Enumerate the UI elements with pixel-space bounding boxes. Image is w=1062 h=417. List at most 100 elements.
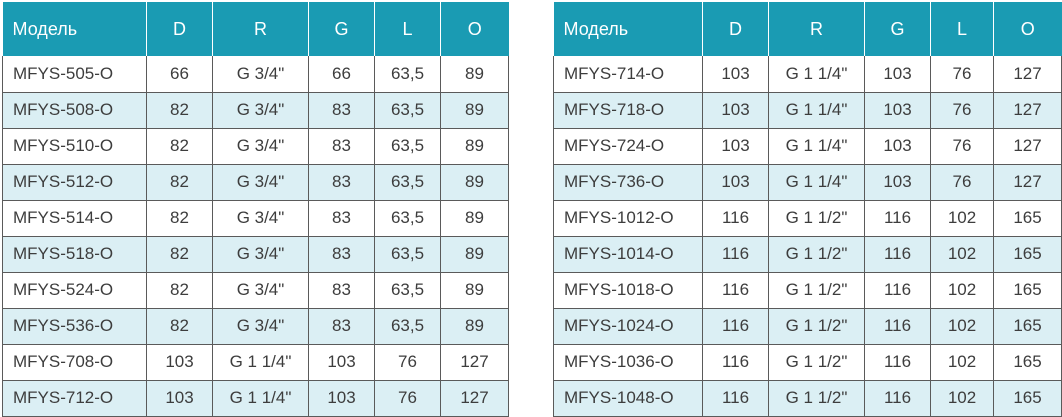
header-row: Модель D R G L O xyxy=(2,2,509,56)
r-cell: G 3/4" xyxy=(212,236,309,273)
l-cell: 63,5 xyxy=(374,128,441,165)
r-cell: G 1 1/4" xyxy=(212,380,309,417)
g-cell: 66 xyxy=(308,56,375,93)
column-header-o: O xyxy=(440,2,509,56)
d-cell: 82 xyxy=(146,92,213,129)
table-row: MFYS-1014-O 116 G 1 1/2" 116 102 165 xyxy=(553,236,1062,273)
l-cell: 102 xyxy=(930,380,994,417)
r-cell: G 1 1/4" xyxy=(768,56,865,93)
o-cell: 127 xyxy=(440,344,509,381)
model-cell: MFYS-536-O xyxy=(2,308,147,345)
d-cell: 82 xyxy=(146,272,213,309)
model-cell: MFYS-718-O xyxy=(553,92,703,129)
model-cell: MFYS-724-O xyxy=(553,128,703,165)
l-cell: 76 xyxy=(374,344,441,381)
table-row: MFYS-712-O 103 G 1 1/4" 103 76 127 xyxy=(2,380,509,417)
d-cell: 82 xyxy=(146,128,213,165)
r-cell: G 3/4" xyxy=(212,164,309,201)
column-header-g: G xyxy=(308,2,375,56)
g-cell: 103 xyxy=(308,380,375,417)
model-cell: MFYS-1048-O xyxy=(553,380,703,417)
g-cell: 83 xyxy=(308,164,375,201)
column-header-r: R xyxy=(212,2,309,56)
column-header-o: O xyxy=(993,2,1062,56)
table-row: MFYS-508-O 82 G 3/4" 83 63,5 89 xyxy=(2,92,509,129)
model-cell: MFYS-505-O xyxy=(2,56,147,93)
l-cell: 76 xyxy=(930,92,994,129)
table-row: MFYS-736-O 103 G 1 1/4" 103 76 127 xyxy=(553,164,1062,201)
model-cell: MFYS-514-O xyxy=(2,200,147,237)
column-header-model: Модель xyxy=(553,2,703,56)
table-row: MFYS-718-O 103 G 1 1/4" 103 76 127 xyxy=(553,92,1062,129)
d-cell: 103 xyxy=(702,56,769,93)
o-cell: 127 xyxy=(993,56,1062,93)
model-cell: MFYS-1036-O xyxy=(553,344,703,381)
r-cell: G 1 1/2" xyxy=(768,272,865,309)
r-cell: G 1 1/4" xyxy=(212,344,309,381)
spec-table-left: Модель D R G L O MFYS-505-O 66 G 3/4" 66 63,… xyxy=(2,2,509,417)
r-cell: G 3/4" xyxy=(212,56,309,93)
model-cell: MFYS-524-O xyxy=(2,272,147,309)
d-cell: 116 xyxy=(702,308,769,345)
d-cell: 103 xyxy=(702,128,769,165)
table-row: MFYS-512-O 82 G 3/4" 83 63,5 89 xyxy=(2,164,509,201)
l-cell: 102 xyxy=(930,236,994,273)
g-cell: 116 xyxy=(864,308,931,345)
d-cell: 103 xyxy=(146,380,213,417)
table-row: MFYS-1012-O 116 G 1 1/2" 116 102 165 xyxy=(553,200,1062,237)
l-cell: 76 xyxy=(930,128,994,165)
l-cell: 63,5 xyxy=(374,92,441,129)
r-cell: G 1 1/4" xyxy=(768,164,865,201)
g-cell: 83 xyxy=(308,200,375,237)
r-cell: G 1 1/2" xyxy=(768,380,865,417)
o-cell: 165 xyxy=(993,380,1062,417)
r-cell: G 1 1/2" xyxy=(768,308,865,345)
table-row: MFYS-510-O 82 G 3/4" 83 63,5 89 xyxy=(2,128,509,165)
model-cell: MFYS-1018-O xyxy=(553,272,703,309)
r-cell: G 1 1/4" xyxy=(768,92,865,129)
model-cell: MFYS-1014-O xyxy=(553,236,703,273)
model-cell: MFYS-712-O xyxy=(2,380,147,417)
o-cell: 165 xyxy=(993,308,1062,345)
column-header-l: L xyxy=(374,2,441,56)
o-cell: 127 xyxy=(440,380,509,417)
l-cell: 63,5 xyxy=(374,164,441,201)
l-cell: 76 xyxy=(930,164,994,201)
model-cell: MFYS-508-O xyxy=(2,92,147,129)
o-cell: 165 xyxy=(993,272,1062,309)
d-cell: 116 xyxy=(702,272,769,309)
d-cell: 66 xyxy=(146,56,213,93)
model-cell: MFYS-510-O xyxy=(2,128,147,165)
header-row: Модель D R G L O xyxy=(553,2,1062,56)
d-cell: 103 xyxy=(146,344,213,381)
model-cell: MFYS-736-O xyxy=(553,164,703,201)
l-cell: 63,5 xyxy=(374,272,441,309)
l-cell: 76 xyxy=(374,380,441,417)
table-row: MFYS-1036-O 116 G 1 1/2" 116 102 165 xyxy=(553,344,1062,381)
g-cell: 103 xyxy=(864,164,931,201)
o-cell: 89 xyxy=(440,92,509,129)
o-cell: 127 xyxy=(993,92,1062,129)
spec-table-right: Модель D R G L O MFYS-714-O 103 G 1 1/4" 10… xyxy=(553,2,1062,417)
r-cell: G 1 1/2" xyxy=(768,236,865,273)
model-cell: MFYS-1024-O xyxy=(553,308,703,345)
r-cell: G 3/4" xyxy=(212,128,309,165)
table-row: MFYS-1024-O 116 G 1 1/2" 116 102 165 xyxy=(553,308,1062,345)
table-header: Модель D R G L O xyxy=(2,2,509,56)
d-cell: 116 xyxy=(702,200,769,237)
o-cell: 89 xyxy=(440,308,509,345)
o-cell: 89 xyxy=(440,164,509,201)
o-cell: 89 xyxy=(440,236,509,273)
g-cell: 83 xyxy=(308,272,375,309)
table-row: MFYS-518-O 82 G 3/4" 83 63,5 89 xyxy=(2,236,509,273)
d-cell: 82 xyxy=(146,200,213,237)
table-row: MFYS-724-O 103 G 1 1/4" 103 76 127 xyxy=(553,128,1062,165)
table-row: MFYS-514-O 82 G 3/4" 83 63,5 89 xyxy=(2,200,509,237)
table-body: MFYS-714-O 103 G 1 1/4" 103 76 127 MFYS-718-O 1… xyxy=(553,56,1062,417)
column-header-r: R xyxy=(768,2,865,56)
table-row: MFYS-714-O 103 G 1 1/4" 103 76 127 xyxy=(553,56,1062,93)
g-cell: 103 xyxy=(308,344,375,381)
l-cell: 63,5 xyxy=(374,200,441,237)
table-row: MFYS-1018-O 116 G 1 1/2" 116 102 165 xyxy=(553,272,1062,309)
o-cell: 89 xyxy=(440,128,509,165)
